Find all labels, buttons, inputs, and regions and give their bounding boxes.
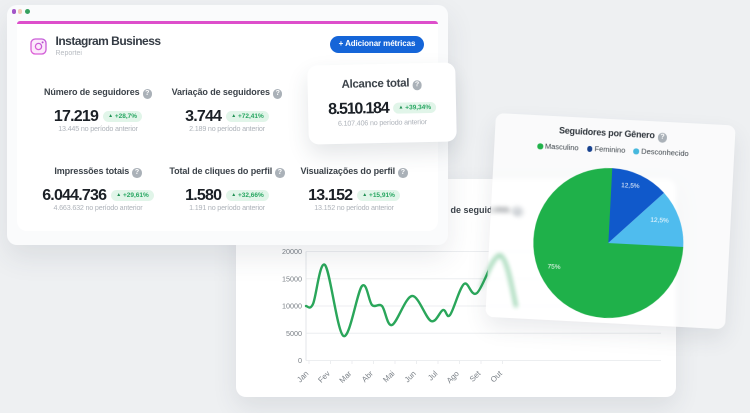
svg-text:Jul: Jul xyxy=(426,369,440,383)
svg-text:10000: 10000 xyxy=(282,302,302,311)
svg-text:75%: 75% xyxy=(547,263,561,271)
svg-text:12,5%: 12,5% xyxy=(650,217,669,225)
svg-text:5000: 5000 xyxy=(286,329,302,338)
svg-text:Fev: Fev xyxy=(316,369,332,385)
svg-text:Mai: Mai xyxy=(381,369,396,384)
svg-text:Abr: Abr xyxy=(360,369,375,384)
svg-text:20000: 20000 xyxy=(282,247,302,256)
svg-text:Mar: Mar xyxy=(338,369,354,385)
svg-text:Jan: Jan xyxy=(295,369,310,384)
svg-text:12,5%: 12,5% xyxy=(621,182,640,190)
svg-text:Ago: Ago xyxy=(445,369,462,386)
svg-text:Set: Set xyxy=(468,368,483,383)
svg-text:Out: Out xyxy=(489,368,505,384)
svg-text:0: 0 xyxy=(298,356,302,365)
svg-text:Jun: Jun xyxy=(403,369,418,384)
svg-text:15000: 15000 xyxy=(282,274,302,283)
